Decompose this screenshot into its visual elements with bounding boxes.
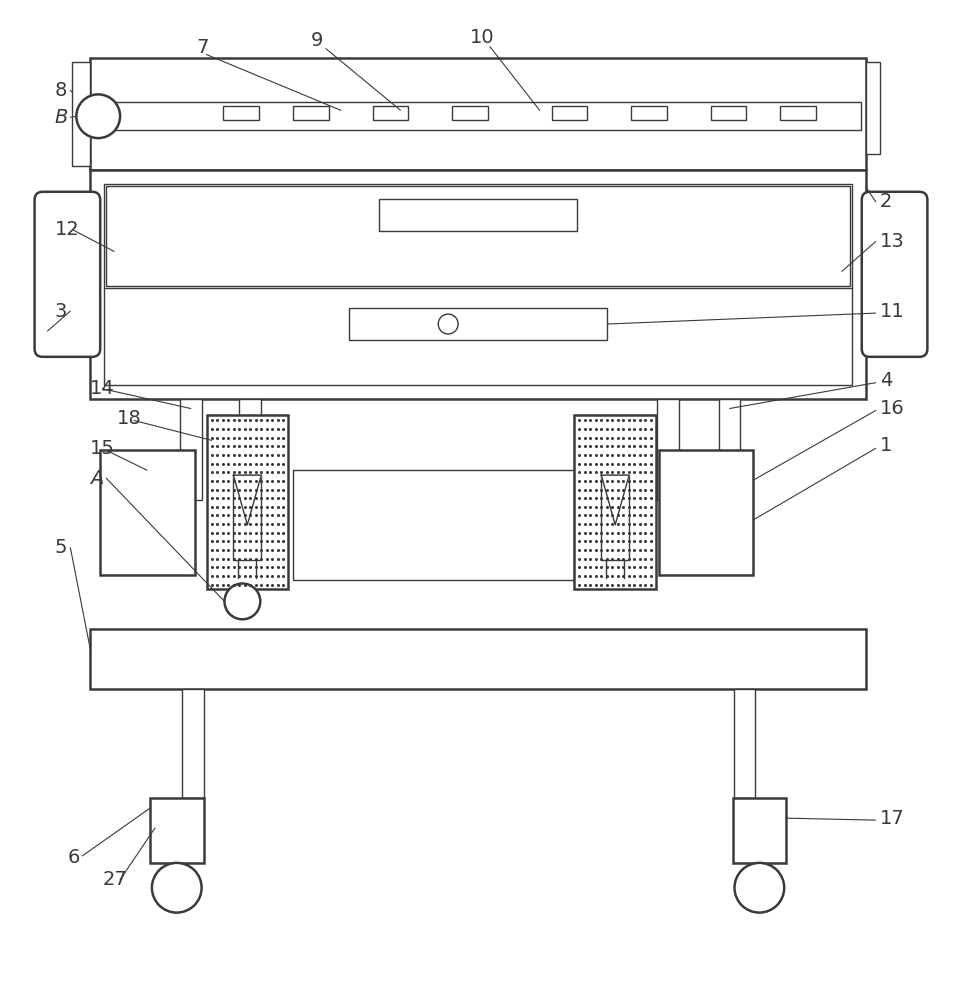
Text: 18: 18 xyxy=(117,409,142,428)
Text: 15: 15 xyxy=(90,439,115,458)
Text: 1: 1 xyxy=(879,436,892,455)
Bar xyxy=(224,106,259,120)
Text: 12: 12 xyxy=(55,220,79,239)
Text: B: B xyxy=(55,108,68,127)
Bar xyxy=(733,689,755,798)
Bar xyxy=(104,184,852,385)
Bar xyxy=(372,106,409,120)
Bar xyxy=(551,106,588,120)
Text: 8: 8 xyxy=(55,81,67,100)
Bar xyxy=(92,110,104,122)
Bar xyxy=(150,798,204,863)
Bar xyxy=(90,170,866,399)
Text: 5: 5 xyxy=(55,538,67,557)
Bar xyxy=(96,102,860,130)
FancyBboxPatch shape xyxy=(861,192,927,357)
Bar xyxy=(182,689,204,798)
Bar xyxy=(631,106,667,120)
Text: A: A xyxy=(90,469,103,488)
Bar xyxy=(106,186,850,286)
Text: 10: 10 xyxy=(470,28,495,47)
Bar xyxy=(780,106,816,120)
Text: 9: 9 xyxy=(311,31,323,50)
Text: 4: 4 xyxy=(879,371,892,390)
Text: 16: 16 xyxy=(879,399,904,418)
Bar xyxy=(90,629,866,689)
Text: 3: 3 xyxy=(55,302,67,321)
Bar xyxy=(866,62,879,154)
Circle shape xyxy=(77,94,120,138)
Bar xyxy=(348,308,608,340)
Bar xyxy=(180,399,202,500)
Bar xyxy=(719,399,741,500)
Bar xyxy=(293,106,329,120)
Bar xyxy=(601,475,629,560)
Bar xyxy=(90,58,866,170)
Bar xyxy=(711,106,746,120)
Polygon shape xyxy=(601,475,629,525)
Bar xyxy=(234,475,261,560)
Text: 14: 14 xyxy=(90,379,115,398)
Bar xyxy=(657,399,679,500)
Circle shape xyxy=(152,863,202,913)
Circle shape xyxy=(225,584,260,619)
FancyBboxPatch shape xyxy=(34,192,100,357)
Bar xyxy=(452,106,488,120)
Bar xyxy=(239,399,261,500)
Bar xyxy=(207,415,288,589)
Text: 13: 13 xyxy=(879,232,904,251)
Circle shape xyxy=(438,314,458,334)
Text: 17: 17 xyxy=(879,809,904,828)
Text: 11: 11 xyxy=(879,302,904,321)
Circle shape xyxy=(735,863,784,913)
Text: 2: 2 xyxy=(879,192,892,211)
Bar xyxy=(73,62,90,166)
Bar xyxy=(379,199,577,231)
Bar xyxy=(293,470,574,580)
Text: 7: 7 xyxy=(196,38,209,57)
Text: 27: 27 xyxy=(102,870,127,889)
Bar xyxy=(574,415,656,589)
Text: 6: 6 xyxy=(67,848,79,867)
Bar xyxy=(100,450,194,575)
Bar xyxy=(659,450,753,575)
Polygon shape xyxy=(234,475,261,525)
Bar xyxy=(732,798,787,863)
